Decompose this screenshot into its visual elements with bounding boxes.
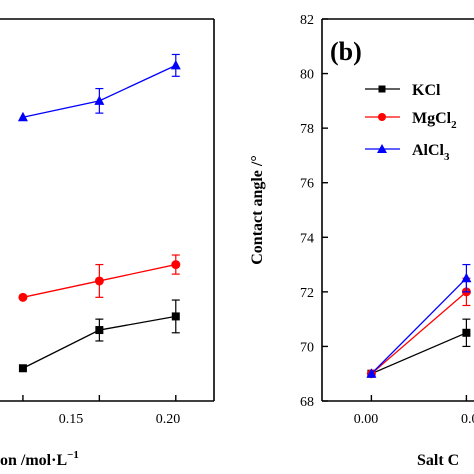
legend-entry-alcl3-sub: 3 [444, 151, 450, 163]
series-line-b-0 [371, 332, 467, 375]
series-line-b-2 [370, 277, 467, 375]
panel-b-y-tick-label: 76 [300, 177, 314, 192]
panel-b-y-axis-label: Contact angle /° [249, 155, 266, 265]
panel-a-x-ticks [22, 395, 177, 401]
panel-b-y-tick-label: 72 [300, 286, 314, 301]
panel-b-y-tick-label: 78 [300, 122, 314, 137]
legend-entry-mgcl2-sub: 2 [451, 119, 457, 131]
panel-a-x-tick-label: 0.20 [156, 412, 181, 427]
data-point [94, 95, 105, 105]
legend-entry-mgcl2-name: MgCl [412, 110, 452, 127]
legend-entry-mgcl2: MgCl2 [412, 110, 457, 131]
panel-a-series [17, 53, 181, 373]
panel-b-x-tick-label: 0.05 [461, 412, 474, 427]
chart-panel-b: 68 70 72 74 76 78 80 82 0.00 0.05 Salt C Contac… [249, 13, 474, 469]
legend-entry-alcl3: AlCl3 [412, 142, 450, 163]
data-point [17, 111, 28, 122]
data-point [366, 368, 377, 378]
legend-entry-alcl3-name: AlCl [412, 142, 445, 159]
panel-a-x-axis-label-main: on /mol·L [0, 452, 67, 469]
panel-b-y-tick-label: 70 [300, 340, 314, 355]
data-point [18, 364, 27, 373]
panel-b-legend: KCl MgCl2 AlCl3 [365, 82, 457, 163]
data-point [171, 312, 180, 321]
data-point [461, 272, 472, 283]
data-point [170, 59, 181, 70]
panel-b-x-axis-label: Salt C [417, 452, 459, 469]
legend-marker-kcl [378, 85, 386, 93]
panel-b-x-ticks [370, 395, 468, 401]
panel-b-y-ticks: 68 70 72 74 76 78 80 82 [300, 13, 328, 410]
legend-marker-alcl3 [377, 144, 387, 153]
legend-marker-mgcl2 [378, 113, 386, 121]
panel-a-x-axis-label: on /mol·L−1 [0, 449, 79, 469]
legend-entry-kcl: KCl [412, 82, 441, 99]
panel-b-y-tick-label: 68 [300, 395, 314, 410]
chart-panel-a: 0.15 0.20 on /mol·L−1 [0, 18, 215, 469]
panel-b-y-tick-label: 80 [300, 68, 314, 83]
panel-b-label: (b) [330, 37, 362, 66]
panel-b-y-tick-label: 74 [300, 231, 314, 246]
panel-b-x-tick-label: 0.00 [354, 412, 379, 427]
data-point [95, 326, 104, 335]
data-point [462, 328, 471, 337]
panel-b-y-tick-label: 82 [300, 13, 314, 28]
panel-a-x-tick-label: 0.15 [59, 412, 84, 427]
data-point [171, 260, 181, 270]
series-line-b-1 [370, 291, 467, 375]
data-point [18, 292, 28, 302]
panel-a-x-axis-label-sup: −1 [67, 449, 79, 461]
data-point [94, 276, 104, 286]
panel-b-series [366, 263, 472, 379]
